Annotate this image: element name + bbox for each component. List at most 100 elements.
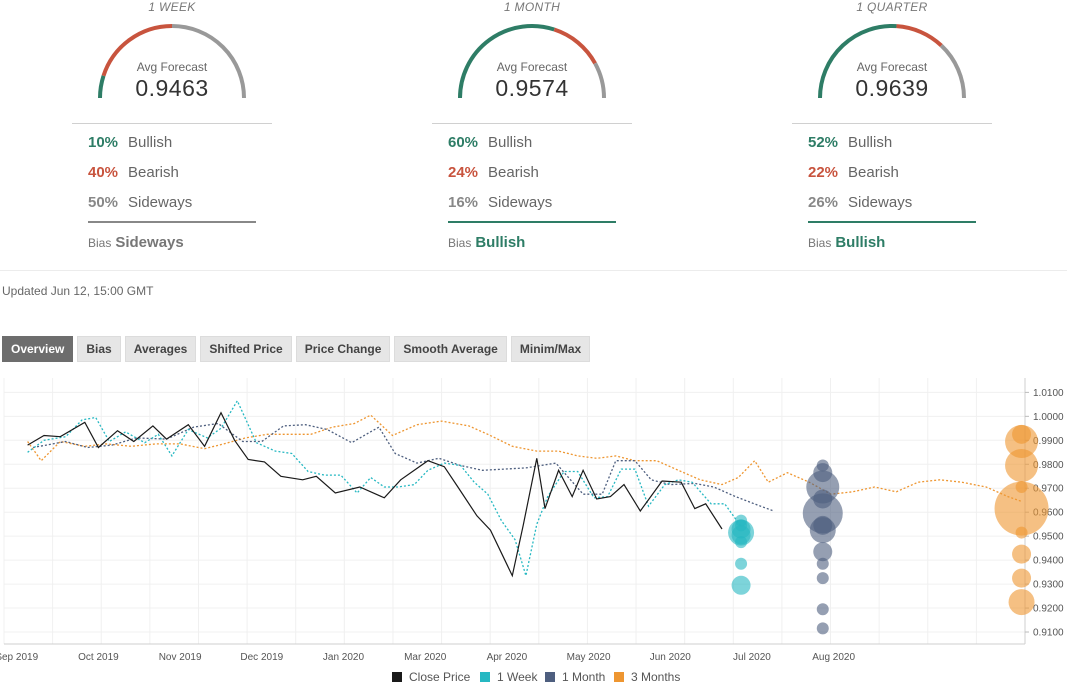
bullish-percent: 60%: [448, 134, 479, 151]
updated-timestamp: Updated Jun 12, 15:00 GMT: [2, 284, 154, 298]
gauge-bullish-arc: [818, 24, 897, 99]
forecast-bubble-1-month[interactable]: [816, 603, 829, 616]
bullish-label: Bullish: [128, 134, 173, 151]
forecast-bubbles: [728, 424, 1049, 635]
forecast-bubble-1-month[interactable]: [809, 517, 836, 544]
x-tick-label: Aug 2020: [812, 652, 855, 663]
x-tick-label: Jan 2020: [323, 652, 365, 663]
forecast-chart: Sep 2019 Oct 2019 Nov 2019 Dec 2019 Jan 2020…: [0, 378, 1064, 684]
forecast-bubble-3-months[interactable]: [994, 481, 1049, 536]
bullish-stat: 10% Bullish: [88, 133, 172, 153]
tab-smooth-average[interactable]: Smooth Average: [394, 336, 507, 362]
gauge-bearish-arc: [896, 24, 943, 47]
divider: [72, 123, 272, 124]
y-tick-label: 1.0100: [1033, 388, 1064, 399]
y-tick-label: 0.9400: [1033, 556, 1064, 567]
gauge-bearish-arc: [101, 24, 173, 77]
gauge-caption: Avg Forecast: [856, 60, 928, 74]
forecast-bubble-3-months[interactable]: [1008, 589, 1035, 616]
forecast-bubble-1-week[interactable]: [731, 575, 751, 595]
forecast-bubble-3-months[interactable]: [1012, 568, 1032, 588]
bias-label: Bias: [88, 236, 112, 250]
gauge-caption: Avg Forecast: [496, 60, 568, 74]
sideways-stat: 16% Sideways: [448, 193, 552, 213]
gauge-period-label: 1 MONTH: [503, 0, 561, 14]
series-line-1-week: [27, 399, 742, 576]
bearish-label: Bearish: [848, 164, 899, 181]
avg-forecast-value: 0.9574: [495, 75, 569, 101]
series-line-1-month: [32, 422, 775, 512]
forecast-bubble-1-month[interactable]: [813, 542, 833, 562]
tab-minim-max[interactable]: Minim/Max: [510, 336, 591, 362]
gauge-panel-quarter: 1 QUARTER Avg Forecast 0.9639 52% Bullish…: [792, 0, 1012, 262]
bearish-stat: 24% Bearish: [448, 163, 539, 183]
y-tick-label: 0.9800: [1033, 460, 1064, 471]
y-tick-label: 1.0000: [1033, 412, 1064, 423]
bias-row: Bias Sideways: [88, 233, 184, 253]
gauge-period-label: 1 WEEK: [148, 0, 196, 14]
bias-value: Sideways: [115, 234, 184, 251]
bullish-stat: 60% Bullish: [448, 133, 532, 153]
y-tick-label: 0.9300: [1033, 580, 1064, 591]
bias-label: Bias: [448, 236, 472, 250]
forecast-bubble-1-month[interactable]: [816, 557, 829, 570]
chart-tabs: Overview Bias Averages Shifted Price Pri…: [2, 336, 591, 362]
sideways-percent: 26%: [808, 194, 839, 211]
bias-underline: [88, 221, 256, 223]
forecast-bubble-3-months[interactable]: [1015, 526, 1028, 539]
x-tick-label: Jul 2020: [733, 652, 771, 663]
gauge-bearish-arc: [553, 27, 597, 65]
gauge-caption: Avg Forecast: [136, 60, 208, 74]
bullish-label: Bullish: [848, 134, 893, 151]
bearish-label: Bearish: [128, 164, 179, 181]
forecast-bubble-3-months[interactable]: [1005, 448, 1039, 482]
chart-series: [27, 399, 1022, 578]
tab-price-change[interactable]: Price Change: [295, 336, 391, 362]
x-axis: Sep 2019 Oct 2019 Nov 2019 Dec 2019 Jan 2020…: [0, 652, 856, 663]
forecast-bubble-3-months[interactable]: [1005, 425, 1039, 459]
section-divider: [0, 270, 1067, 271]
bearish-label: Bearish: [488, 164, 539, 181]
legend-item-3-months[interactable]: 3 Months: [614, 670, 680, 684]
tab-overview[interactable]: Overview: [2, 336, 74, 362]
legend-label: 1 Week: [497, 670, 538, 684]
sideways-stat: 26% Sideways: [808, 193, 912, 213]
gauge-period-label: 1 QUARTER: [856, 0, 928, 14]
legend-item-close-price[interactable]: Close Price: [392, 670, 471, 684]
avg-forecast-value: 0.9639: [855, 75, 929, 101]
sideways-stat: 50% Sideways: [88, 193, 192, 213]
tab-averages[interactable]: Averages: [124, 336, 197, 362]
legend-swatch: [480, 672, 490, 682]
forecast-bubble-1-month[interactable]: [816, 572, 829, 585]
forecast-gauge: [818, 24, 966, 99]
divider: [792, 123, 992, 124]
gauge-sideways-arc: [593, 62, 606, 99]
series-line-close-price: [27, 411, 723, 578]
forecast-gauge: [98, 24, 246, 99]
divider: [432, 123, 632, 124]
legend-swatch: [614, 672, 624, 682]
avg-forecast-value: 0.9463: [135, 75, 209, 101]
forecast-bubble-1-week[interactable]: [735, 536, 748, 549]
bias-underline: [808, 221, 976, 223]
legend-item-1-week[interactable]: 1 Week: [480, 670, 538, 684]
forecast-bubble-1-week[interactable]: [735, 557, 748, 570]
gauge-bullish-arc: [98, 75, 106, 99]
y-tick-label: 0.9100: [1033, 628, 1064, 639]
gauge-sideways-arc: [939, 44, 966, 99]
bullish-percent: 10%: [88, 134, 119, 151]
bearish-percent: 40%: [88, 164, 119, 181]
forecast-gauge: [458, 24, 606, 99]
tab-shifted-price[interactable]: Shifted Price: [200, 336, 292, 362]
bearish-stat: 40% Bearish: [88, 163, 179, 183]
forecast-bubble-1-month[interactable]: [816, 622, 829, 635]
tab-bias[interactable]: Bias: [77, 336, 121, 362]
bearish-percent: 24%: [448, 164, 479, 181]
forecast-bubble-3-months[interactable]: [1012, 544, 1032, 564]
bullish-label: Bullish: [488, 134, 533, 151]
legend-label: 1 Month: [562, 670, 605, 684]
legend-item-1-month[interactable]: 1 Month: [545, 670, 605, 684]
bias-row: Bias Bullish: [448, 233, 525, 253]
bias-value: Bullish: [835, 234, 886, 251]
y-tick-label: 0.9600: [1033, 508, 1064, 519]
